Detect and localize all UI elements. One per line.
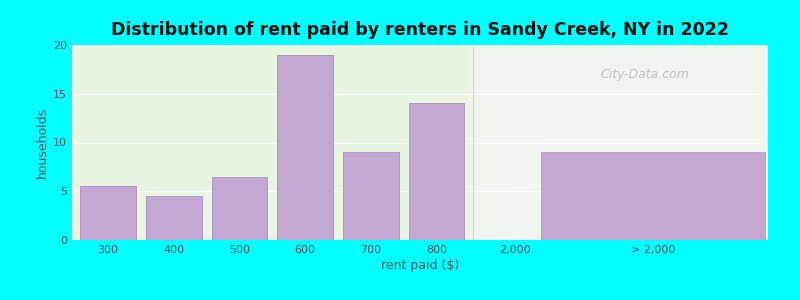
Bar [146,196,202,240]
Bar [409,103,464,240]
Bar [343,152,398,240]
Bar [277,55,333,240]
Title: Distribution of rent paid by renters in Sandy Creek, NY in 2022: Distribution of rent paid by renters in … [111,21,729,39]
Bar [80,186,136,240]
X-axis label: rent paid ($): rent paid ($) [381,259,459,272]
Bar [409,103,464,240]
Bar [542,152,765,240]
Text: City-Data.com: City-Data.com [601,68,690,81]
Bar [211,177,267,240]
Bar [146,196,202,240]
Bar [211,177,267,240]
Bar [277,55,333,240]
Bar [470,45,778,240]
Bar [343,152,398,240]
Bar [80,186,136,240]
Y-axis label: households: households [36,107,49,178]
